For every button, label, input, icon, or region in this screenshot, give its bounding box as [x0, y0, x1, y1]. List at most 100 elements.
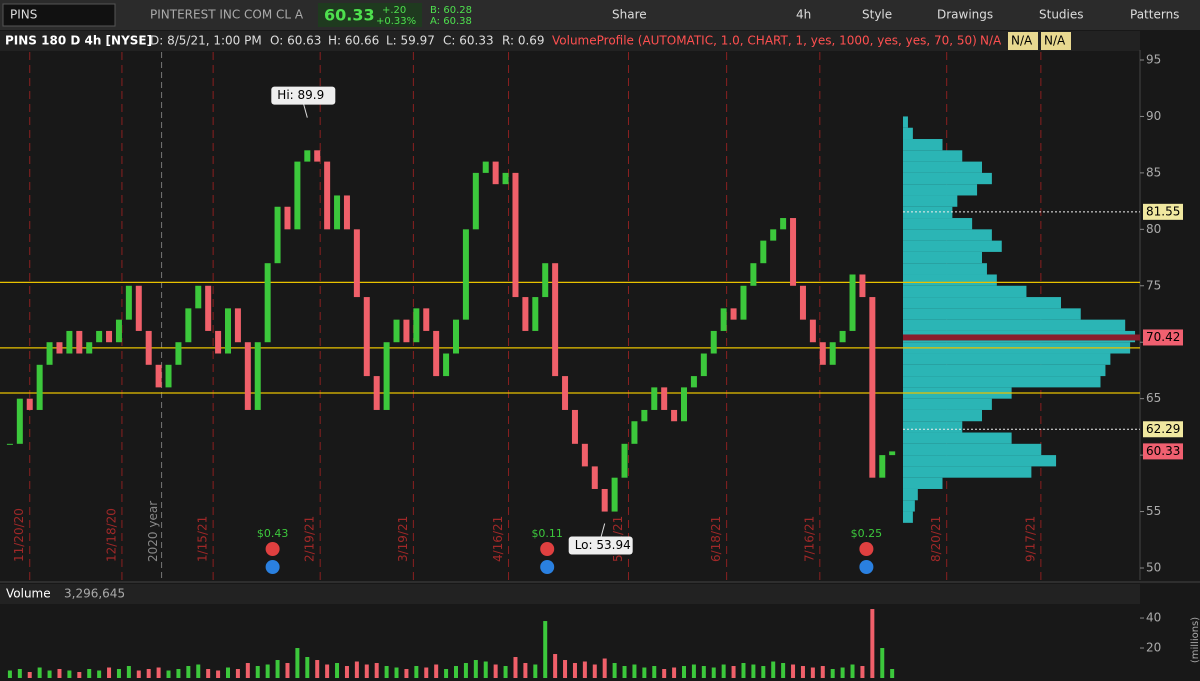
profile-bar [903, 218, 973, 230]
volume-bar [126, 666, 131, 678]
candle [760, 240, 767, 264]
range: R: 0.69 [502, 34, 545, 48]
volume-bar [245, 663, 250, 678]
share-button[interactable]: Share [612, 8, 647, 22]
date-label: 2/19/21 [303, 516, 317, 562]
price-label: 62.29 [1146, 422, 1180, 436]
candle [244, 342, 251, 410]
profile-bar [903, 319, 1126, 331]
volume-bar [880, 648, 885, 678]
candle [571, 409, 578, 444]
volume-bar [533, 664, 538, 678]
style-button[interactable]: Style [862, 8, 892, 22]
candle [234, 308, 241, 343]
quote-box [318, 3, 422, 27]
candle [96, 330, 103, 343]
symbol-box[interactable] [2, 3, 116, 27]
volume-bar [473, 660, 478, 678]
volume-title: Volume [6, 587, 51, 601]
volume-bar [305, 657, 310, 678]
volume-bar [781, 663, 786, 678]
volume-bar [235, 669, 240, 678]
volume-bar [860, 666, 865, 678]
symbol[interactable]: PINS [10, 8, 37, 22]
profile-bar [903, 274, 997, 286]
profile-bar [903, 116, 908, 128]
candle [780, 218, 787, 230]
volume-bar [275, 660, 280, 678]
candle [264, 263, 271, 343]
candle [492, 161, 499, 185]
volume-bar [622, 666, 627, 678]
price-label: 70.42 [1146, 330, 1180, 344]
volume-bar [444, 669, 449, 678]
profile-bar [903, 477, 943, 489]
profile-bar [903, 421, 963, 433]
volume-bar [711, 667, 716, 678]
drawings-button[interactable]: Drawings [937, 8, 993, 22]
candle [185, 308, 192, 343]
volume-bar [870, 609, 875, 678]
event-icon [265, 560, 280, 574]
profile-bar [903, 364, 1106, 377]
volume-bar [800, 666, 805, 678]
candle [532, 297, 539, 331]
patterns-button[interactable]: Patterns [1130, 8, 1179, 22]
last-price: 60.33 [324, 6, 375, 25]
volume-bar [682, 666, 686, 678]
studies-button[interactable]: Studies [1039, 8, 1084, 22]
volume-bar [325, 664, 330, 678]
candle [155, 364, 162, 388]
volume-bar [672, 667, 677, 678]
profile-bar [903, 139, 943, 151]
volume-bar [116, 669, 121, 678]
volume-bar [513, 657, 518, 678]
price-label-bg [1143, 443, 1183, 460]
candle [552, 263, 559, 377]
volume-bar [662, 669, 667, 678]
annotation-box [568, 536, 633, 555]
volume-bar [107, 667, 112, 678]
candle [225, 308, 231, 354]
candle [502, 172, 509, 185]
volume-bar [384, 666, 389, 678]
candle [343, 195, 350, 230]
profile-bar [903, 353, 1111, 365]
timeframe-button[interactable]: 4h [796, 8, 811, 22]
volume-bar [87, 669, 92, 678]
change: +.20 [382, 5, 406, 16]
candle [799, 285, 806, 320]
na-box [1041, 32, 1071, 50]
profile-bar [903, 184, 978, 196]
volume-bar [335, 663, 340, 678]
profile-bar [903, 409, 982, 422]
volume-bar [156, 667, 161, 678]
volume-bar [691, 664, 696, 678]
study-label: VolumeProfile (AUTOMATIC, 1.0, CHART, 1,… [552, 34, 977, 48]
date-label: 11/20/20 [12, 508, 26, 562]
low: L: 59.97 [386, 34, 435, 48]
candle [522, 297, 529, 331]
profile-bar [903, 150, 963, 162]
open: O: 60.63 [270, 34, 321, 48]
candle [601, 488, 608, 512]
company: PINTEREST INC COM CL A [150, 8, 304, 22]
volume-bar [642, 667, 647, 678]
date-label: 9/17/21 [1023, 516, 1037, 562]
candle [195, 285, 202, 309]
volume-bar [285, 663, 290, 678]
volume-bar [751, 664, 756, 678]
price-label-bg [1143, 421, 1183, 438]
volume-bar [255, 666, 260, 678]
ask: A: 60.38 [430, 16, 472, 27]
candle [829, 342, 836, 365]
candle [274, 206, 281, 264]
bar-date: D: 8/5/21, 1:00 PM [150, 34, 262, 48]
volume-bar [216, 670, 221, 678]
profile-bar [903, 127, 913, 140]
volume-bar [493, 664, 498, 678]
candle [611, 477, 618, 512]
candle [770, 229, 777, 241]
date-label: 8/20/21 [929, 516, 943, 562]
volume-bar [176, 669, 181, 678]
